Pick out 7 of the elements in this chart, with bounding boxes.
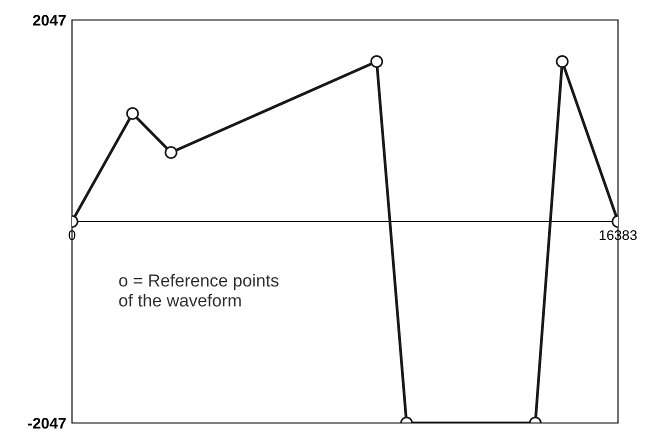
y-tick-label: -2047 bbox=[28, 418, 66, 429]
point bbox=[126, 107, 139, 120]
point bbox=[370, 55, 384, 68]
y-tick-label: 2047 bbox=[32, 14, 66, 26]
annotation: o = Reference points of the waveform bbox=[119, 274, 278, 307]
point bbox=[164, 146, 178, 159]
point bbox=[556, 55, 569, 68]
